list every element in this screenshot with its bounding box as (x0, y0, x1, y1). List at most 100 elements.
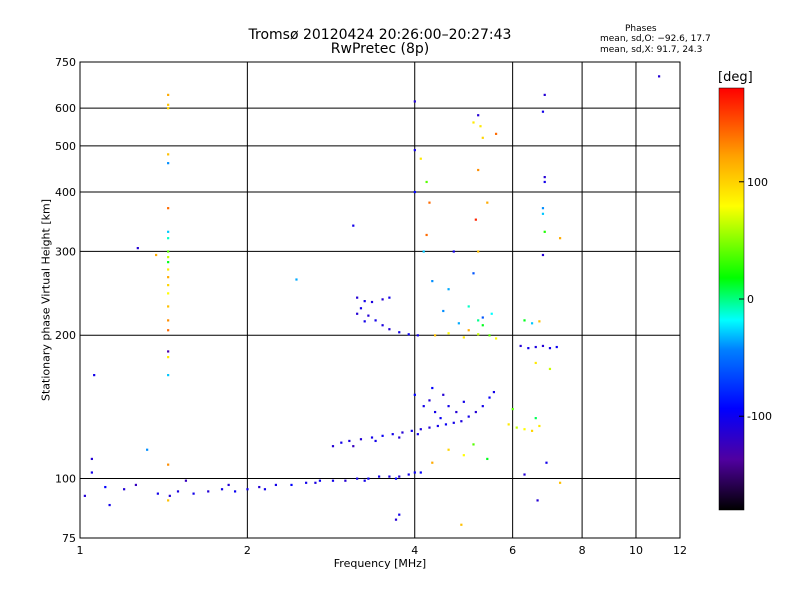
data-point (167, 107, 170, 110)
data-point (481, 136, 484, 139)
data-point (481, 316, 484, 319)
data-point (444, 423, 448, 426)
data-point (477, 250, 480, 253)
data-point (136, 247, 139, 250)
phases-title: Phases (625, 24, 657, 34)
data-point (433, 334, 437, 337)
x-tick-label: 4 (411, 544, 418, 557)
data-point (511, 407, 514, 411)
x-tick-label: 8 (579, 544, 586, 557)
data-point (374, 439, 377, 443)
data-point (543, 230, 546, 233)
data-point (168, 494, 171, 497)
data-point (545, 461, 548, 464)
data-point (398, 331, 401, 334)
data-point (477, 333, 480, 336)
data-point (367, 314, 370, 317)
data-point (394, 477, 398, 480)
data-point (363, 320, 366, 323)
data-point (381, 434, 384, 437)
y-tick-label: 300 (55, 245, 76, 258)
data-point (167, 276, 170, 279)
data-point (167, 305, 170, 308)
data-point (367, 477, 370, 480)
data-point (258, 485, 261, 489)
data-point (472, 443, 475, 446)
plot-frame (79, 61, 681, 539)
data-point (331, 445, 335, 448)
data-point (486, 457, 489, 461)
data-point (431, 386, 434, 390)
data-point (167, 292, 170, 295)
y-tick-label: 75 (62, 532, 76, 545)
data-point (452, 421, 455, 424)
data-point (108, 503, 111, 507)
data-point (410, 429, 413, 432)
data-point (477, 168, 480, 172)
data-point (263, 488, 267, 491)
data-point (407, 473, 410, 476)
data-point (167, 356, 170, 359)
data-point (192, 492, 195, 495)
data-point (541, 212, 545, 215)
data-point (233, 490, 237, 493)
data-point (401, 431, 404, 434)
data-point (477, 114, 480, 117)
data-point (167, 103, 170, 106)
colorbar-tick-label: -100 (747, 410, 772, 423)
data-point (452, 250, 455, 253)
data-point (381, 324, 384, 327)
data-point (530, 322, 534, 325)
data-point (134, 483, 138, 487)
data-point (541, 207, 545, 210)
data-point (167, 153, 170, 156)
data-point (274, 483, 278, 487)
data-point (90, 471, 93, 474)
colorbar-ticks: -100 0 100 (739, 176, 772, 423)
data-point (344, 479, 347, 482)
data-point (352, 224, 355, 227)
data-point (398, 513, 401, 516)
data-point (413, 100, 416, 103)
data-point (90, 457, 93, 461)
data-point (422, 405, 425, 408)
data-points (83, 75, 661, 526)
y-tick-label: 100 (55, 473, 76, 486)
data-point (356, 296, 359, 299)
data-point (428, 399, 431, 402)
data-point (447, 288, 450, 291)
data-point (494, 337, 498, 340)
data-point (447, 405, 450, 408)
data-point (419, 428, 422, 431)
data-point (167, 350, 170, 353)
x-tick-label: 10 (629, 544, 643, 557)
data-point (363, 300, 366, 303)
data-point (388, 328, 391, 331)
data-point (439, 417, 442, 420)
data-point (530, 429, 534, 432)
data-point (425, 233, 428, 237)
data-point (433, 410, 437, 414)
data-point (558, 481, 562, 484)
data-point (558, 237, 562, 240)
data-point (488, 396, 491, 399)
data-point (490, 312, 493, 315)
x-tick-labels: 1 2 4 6 8 10 12 (77, 544, 688, 557)
phases-x-stats: mean, sd,X: 91.7, 24.3 (600, 45, 703, 55)
data-point (477, 319, 480, 322)
data-point (428, 426, 431, 429)
data-point (507, 423, 510, 426)
data-point (538, 424, 541, 428)
data-point (167, 284, 170, 287)
x-tick-label: 1 (77, 544, 84, 557)
data-point (370, 300, 374, 304)
chart-subtitle: RwPretec (8p) (330, 41, 430, 57)
data-point (543, 180, 546, 184)
data-point (167, 237, 170, 240)
data-point (657, 75, 661, 78)
data-point (523, 473, 526, 476)
y-tick-label: 400 (55, 186, 76, 199)
y-tick-labels: 75 100 200 300 400 500 600 750 (55, 56, 76, 545)
data-point (356, 477, 359, 480)
data-point (348, 439, 351, 443)
